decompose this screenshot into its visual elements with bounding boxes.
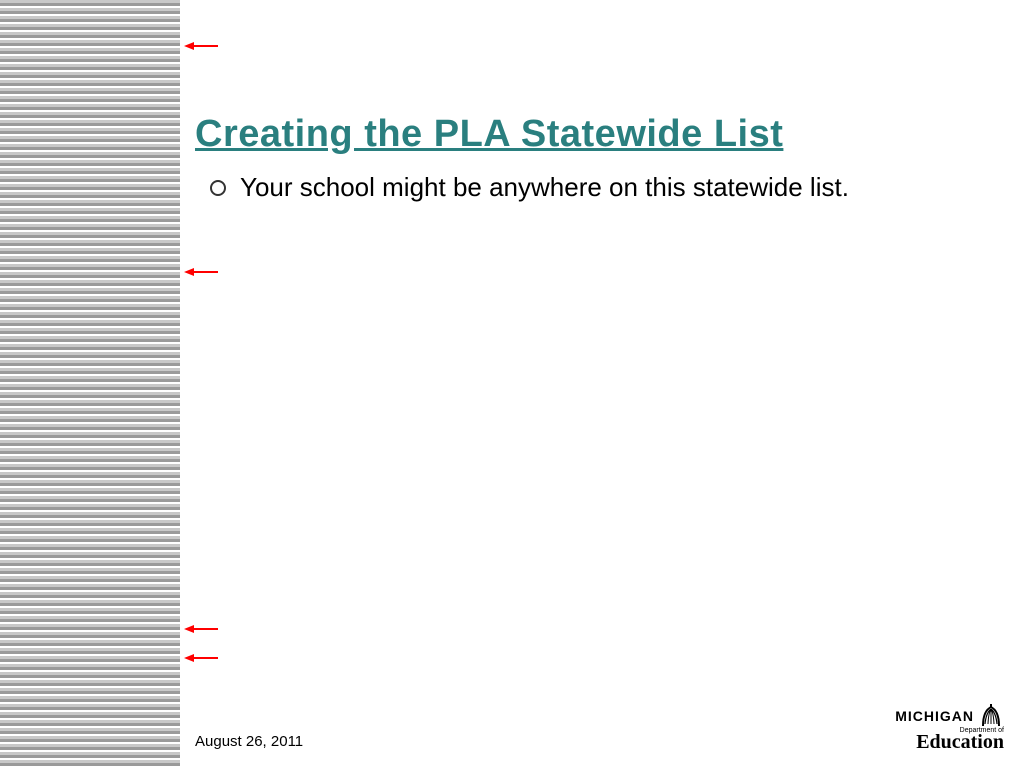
- logo-state-row: MICHIGAN: [895, 704, 1004, 728]
- capitol-dome-icon: [978, 704, 1004, 728]
- logo-main-text: Education: [895, 732, 1004, 752]
- slide-title: Creating the PLA Statewide List: [195, 113, 783, 156]
- pointer-arrow-icon: [184, 42, 218, 50]
- pointer-arrow-icon: [184, 654, 218, 662]
- bullet-item: Your school might be anywhere on this st…: [210, 170, 849, 205]
- bullet-text: Your school might be anywhere on this st…: [240, 170, 849, 205]
- sidebar-stripes: [0, 0, 180, 768]
- pointer-arrow-icon: [184, 268, 218, 276]
- logo-state-text: MICHIGAN: [895, 709, 974, 723]
- pointer-arrow-icon: [184, 625, 218, 633]
- bullet-marker-icon: [210, 180, 226, 196]
- footer-date: August 26, 2011: [195, 733, 303, 750]
- michigan-education-logo: MICHIGAN Department of Education: [895, 704, 1004, 752]
